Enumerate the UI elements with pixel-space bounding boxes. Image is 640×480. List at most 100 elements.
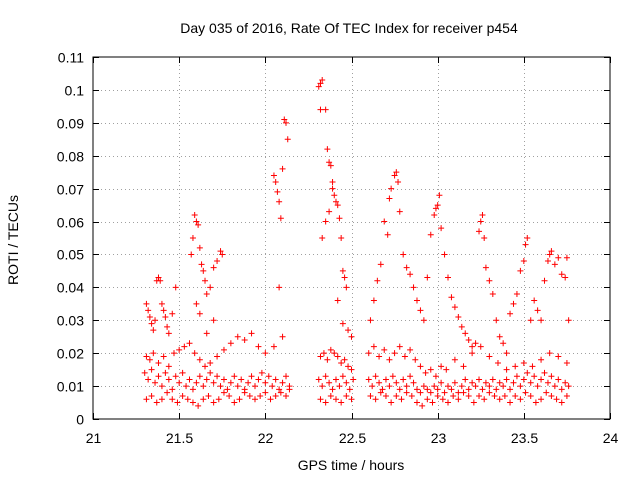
data-point [272,392,279,399]
data-point [346,386,353,393]
data-point [148,366,155,373]
data-point [367,392,374,399]
data-point [555,254,562,261]
y-tick-label: 0 [76,412,84,428]
data-point [451,379,458,386]
data-point [195,221,202,228]
data-point [395,179,402,186]
data-point [382,376,389,383]
data-point [336,215,343,222]
data-point [424,274,431,281]
data-point [372,373,379,380]
data-point [186,340,193,347]
data-point [400,251,407,258]
data-point [486,383,493,390]
data-point [193,300,200,307]
data-point [427,366,434,373]
data-point [283,119,290,126]
data-point [445,274,452,281]
data-point [158,300,165,307]
data-point [238,376,245,383]
data-point [338,399,345,406]
data-point [284,136,291,143]
y-tick-label: 0.1 [65,83,85,99]
data-point [427,231,434,238]
data-point [562,274,569,281]
data-point [486,277,493,284]
data-point [155,360,162,367]
data-point [183,383,190,390]
data-point [369,383,376,390]
data-point [460,363,467,370]
data-point [401,353,408,360]
data-point [241,337,248,344]
data-point [377,389,384,396]
data-point [381,346,388,353]
data-point [214,373,221,380]
data-point [538,376,545,383]
data-point [534,307,541,314]
data-point [341,356,348,363]
data-point [279,333,286,340]
data-point [376,379,383,386]
data-point [176,346,183,353]
data-point [544,258,551,265]
data-point [203,330,210,337]
data-point [270,172,277,179]
data-point [522,241,529,248]
data-point [396,386,403,393]
data-point [220,389,227,396]
data-point [169,386,176,393]
data-point [538,317,545,324]
data-point [558,386,565,393]
data-point [507,399,514,406]
y-tick-label: 0.02 [57,346,84,362]
data-point [203,290,210,297]
data-point [469,350,476,357]
data-point [386,383,393,390]
data-point [319,383,326,390]
data-point [348,333,355,340]
data-point [517,396,524,403]
y-tick-label: 0.05 [57,247,84,263]
data-point [479,386,486,393]
data-point [345,327,352,334]
data-point [503,376,510,383]
data-point [546,251,553,258]
data-point [393,379,400,386]
data-point [217,383,224,390]
data-point [227,379,234,386]
data-point [527,379,534,386]
data-point [388,185,395,192]
data-point [270,343,277,350]
data-point [529,363,536,370]
data-point [431,383,438,390]
data-point [172,284,179,291]
data-point [563,360,570,367]
y-tick-label: 0.07 [57,182,84,198]
data-point [460,389,467,396]
x-tick-label: 23 [431,430,447,446]
data-point [517,383,524,390]
data-point [160,353,167,360]
data-point [317,106,324,113]
data-point [455,396,462,403]
data-point [374,277,381,284]
data-point [338,235,345,241]
data-point [334,202,341,209]
data-point [179,369,186,376]
data-point [262,389,269,396]
data-point [489,376,496,383]
data-point [219,251,226,258]
data-point [403,383,410,390]
data-point [465,386,472,393]
data-point [332,198,339,205]
data-point [434,202,441,209]
data-point [538,356,545,363]
data-point [165,330,172,337]
data-point [541,277,548,284]
data-point [434,386,441,393]
data-point [205,392,212,399]
plot-frame [92,56,611,420]
data-point [155,373,162,380]
